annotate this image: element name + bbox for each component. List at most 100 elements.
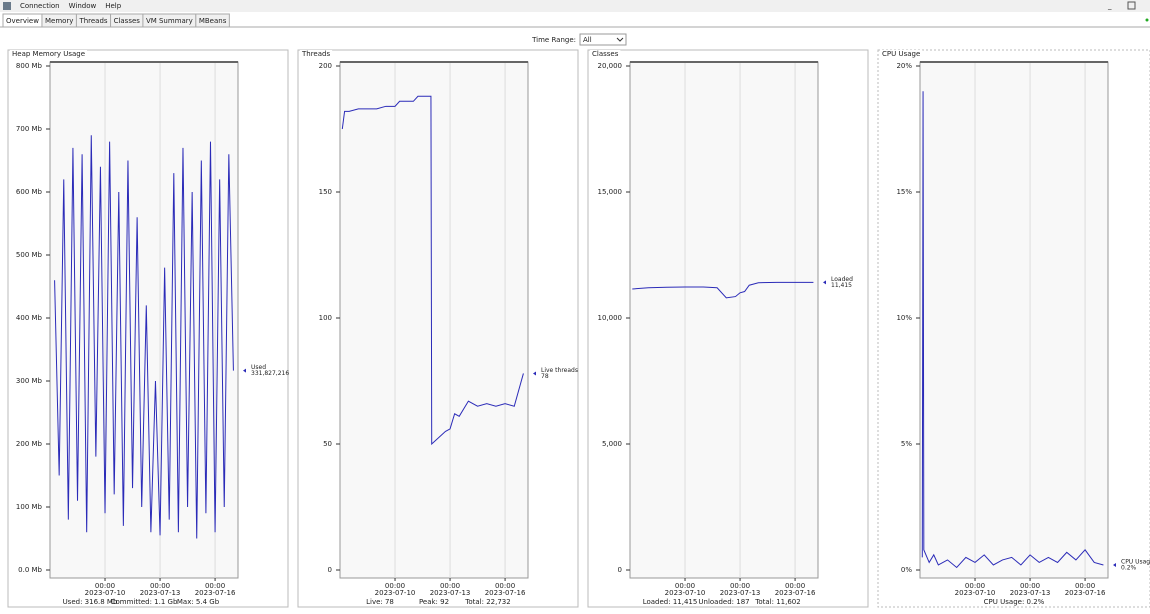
x-tick-label: 00:00	[730, 582, 750, 590]
series-name: Loaded	[831, 276, 853, 283]
x-tick-label: 2023-07-13	[720, 589, 761, 597]
footer-stat: CPU Usage: 0.2%	[984, 598, 1045, 606]
end-marker	[823, 280, 826, 285]
x-tick-label: 2023-07-13	[430, 589, 471, 597]
time-range-select[interactable]	[579, 33, 627, 46]
footer-stat: Total: 22,732	[464, 598, 510, 606]
title-bg	[300, 50, 333, 58]
y-tick-label: 0%	[901, 566, 912, 574]
x-tick-label: 2023-07-13	[140, 589, 181, 597]
x-tick-label: 2023-07-16	[195, 589, 236, 597]
tab-label[interactable]: Threads	[78, 17, 107, 25]
y-tick-label: 0	[328, 566, 332, 574]
y-tick-label: 5,000	[602, 440, 622, 448]
series-line	[921, 91, 1104, 569]
plot-area	[919, 61, 1109, 579]
x-tick-label: 2023-07-10	[665, 589, 706, 597]
x-tick-label: 00:00	[1075, 582, 1095, 590]
footer-stat: Loaded: 11,415	[643, 598, 698, 606]
menu-item[interactable]: Help	[105, 2, 122, 10]
panel	[297, 49, 579, 608]
tab-label[interactable]: Overview	[6, 17, 39, 25]
y-tick-label: 0.0 Mb	[18, 566, 42, 574]
footer-stat: Unloaded: 187	[698, 598, 749, 606]
x-tick-label: 2023-07-16	[485, 589, 526, 597]
x-tick-label: 00:00	[150, 582, 170, 590]
footer-stat: Peak: 92	[419, 598, 449, 606]
y-tick-label: 500 Mb	[16, 251, 43, 259]
series-name: CPU Usage	[1121, 558, 1150, 565]
footer-stat: Live: 78	[366, 598, 394, 606]
y-tick-label: 600 Mb	[16, 188, 43, 196]
footer-stat: Committed: 1.1 Gb	[111, 598, 178, 606]
title-bg	[10, 50, 88, 58]
x-tick-label: 2023-07-10	[375, 589, 416, 597]
panel	[587, 49, 869, 608]
x-tick-label: 00:00	[1020, 582, 1040, 590]
status-dot	[1145, 18, 1149, 22]
time-range-label: Time Range:	[531, 36, 576, 44]
menu-bar	[0, 0, 1150, 12]
x-tick-label: 00:00	[965, 582, 985, 590]
x-tick-label: 2023-07-13	[1010, 589, 1051, 597]
time-range-value[interactable]: All	[583, 36, 592, 44]
y-tick-label: 200 Mb	[16, 440, 43, 448]
dropdown-arrow[interactable]	[616, 37, 624, 42]
tab-label[interactable]: Classes	[114, 17, 141, 25]
title-bg	[590, 50, 621, 58]
panel	[7, 49, 289, 608]
menu-item[interactable]: Connection	[20, 2, 60, 10]
minimize-button[interactable]: _	[1107, 2, 1112, 10]
y-tick-label: 50	[323, 440, 332, 448]
current-value: 11,415	[831, 282, 852, 289]
y-tick-label: 100 Mb	[16, 503, 43, 511]
menu-item[interactable]: Window	[69, 2, 97, 10]
y-tick-label: 10,000	[598, 314, 623, 322]
footer-stat: Total: 11,602	[754, 598, 800, 606]
x-tick-label: 2023-07-10	[955, 589, 996, 597]
end-marker	[243, 368, 246, 373]
current-value: 0.2%	[1121, 564, 1137, 571]
panel-title: Threads	[301, 50, 330, 58]
y-tick-label: 400 Mb	[16, 314, 43, 322]
y-tick-label: 20%	[896, 62, 912, 70]
x-tick-label: 00:00	[440, 582, 460, 590]
tab-label[interactable]: Memory	[45, 17, 73, 25]
y-tick-label: 700 Mb	[16, 125, 43, 133]
current-value: 331,827,216	[251, 370, 289, 377]
x-tick-label: 00:00	[205, 582, 225, 590]
x-tick-label: 00:00	[785, 582, 805, 590]
x-tick-label: 00:00	[675, 582, 695, 590]
app-icon	[3, 2, 11, 10]
x-tick-label: 2023-07-16	[775, 589, 816, 597]
end-marker	[1113, 562, 1116, 567]
x-tick-label: 2023-07-16	[1065, 589, 1106, 597]
y-tick-label: 300 Mb	[16, 377, 43, 385]
y-tick-label: 15,000	[598, 188, 623, 196]
series-line	[632, 281, 814, 299]
series-name: Used	[251, 364, 266, 371]
restore-button[interactable]	[1127, 1, 1136, 10]
y-tick-label: 150	[319, 188, 332, 196]
plot-area	[629, 61, 819, 579]
panel-title: Classes	[592, 50, 619, 58]
footer-stat: Max: 5.4 Gb	[177, 598, 220, 606]
x-tick-label: 2023-07-10	[85, 589, 126, 597]
y-tick-label: 20,000	[598, 62, 623, 70]
y-tick-label: 0	[618, 566, 622, 574]
tab-label[interactable]: MBeans	[199, 17, 227, 25]
series-line	[341, 95, 524, 446]
plot-area	[49, 61, 239, 579]
y-tick-label: 100	[319, 314, 332, 322]
tab[interactable]	[195, 13, 230, 28]
y-tick-label: 15%	[896, 188, 912, 196]
x-tick-label: 00:00	[385, 582, 405, 590]
end-marker	[533, 371, 536, 376]
tab-label[interactable]: VM Summary	[146, 17, 193, 25]
y-tick-label: 800 Mb	[16, 62, 43, 70]
y-tick-label: 200	[319, 62, 332, 70]
series-line	[54, 135, 234, 539]
plot-area	[339, 61, 529, 579]
